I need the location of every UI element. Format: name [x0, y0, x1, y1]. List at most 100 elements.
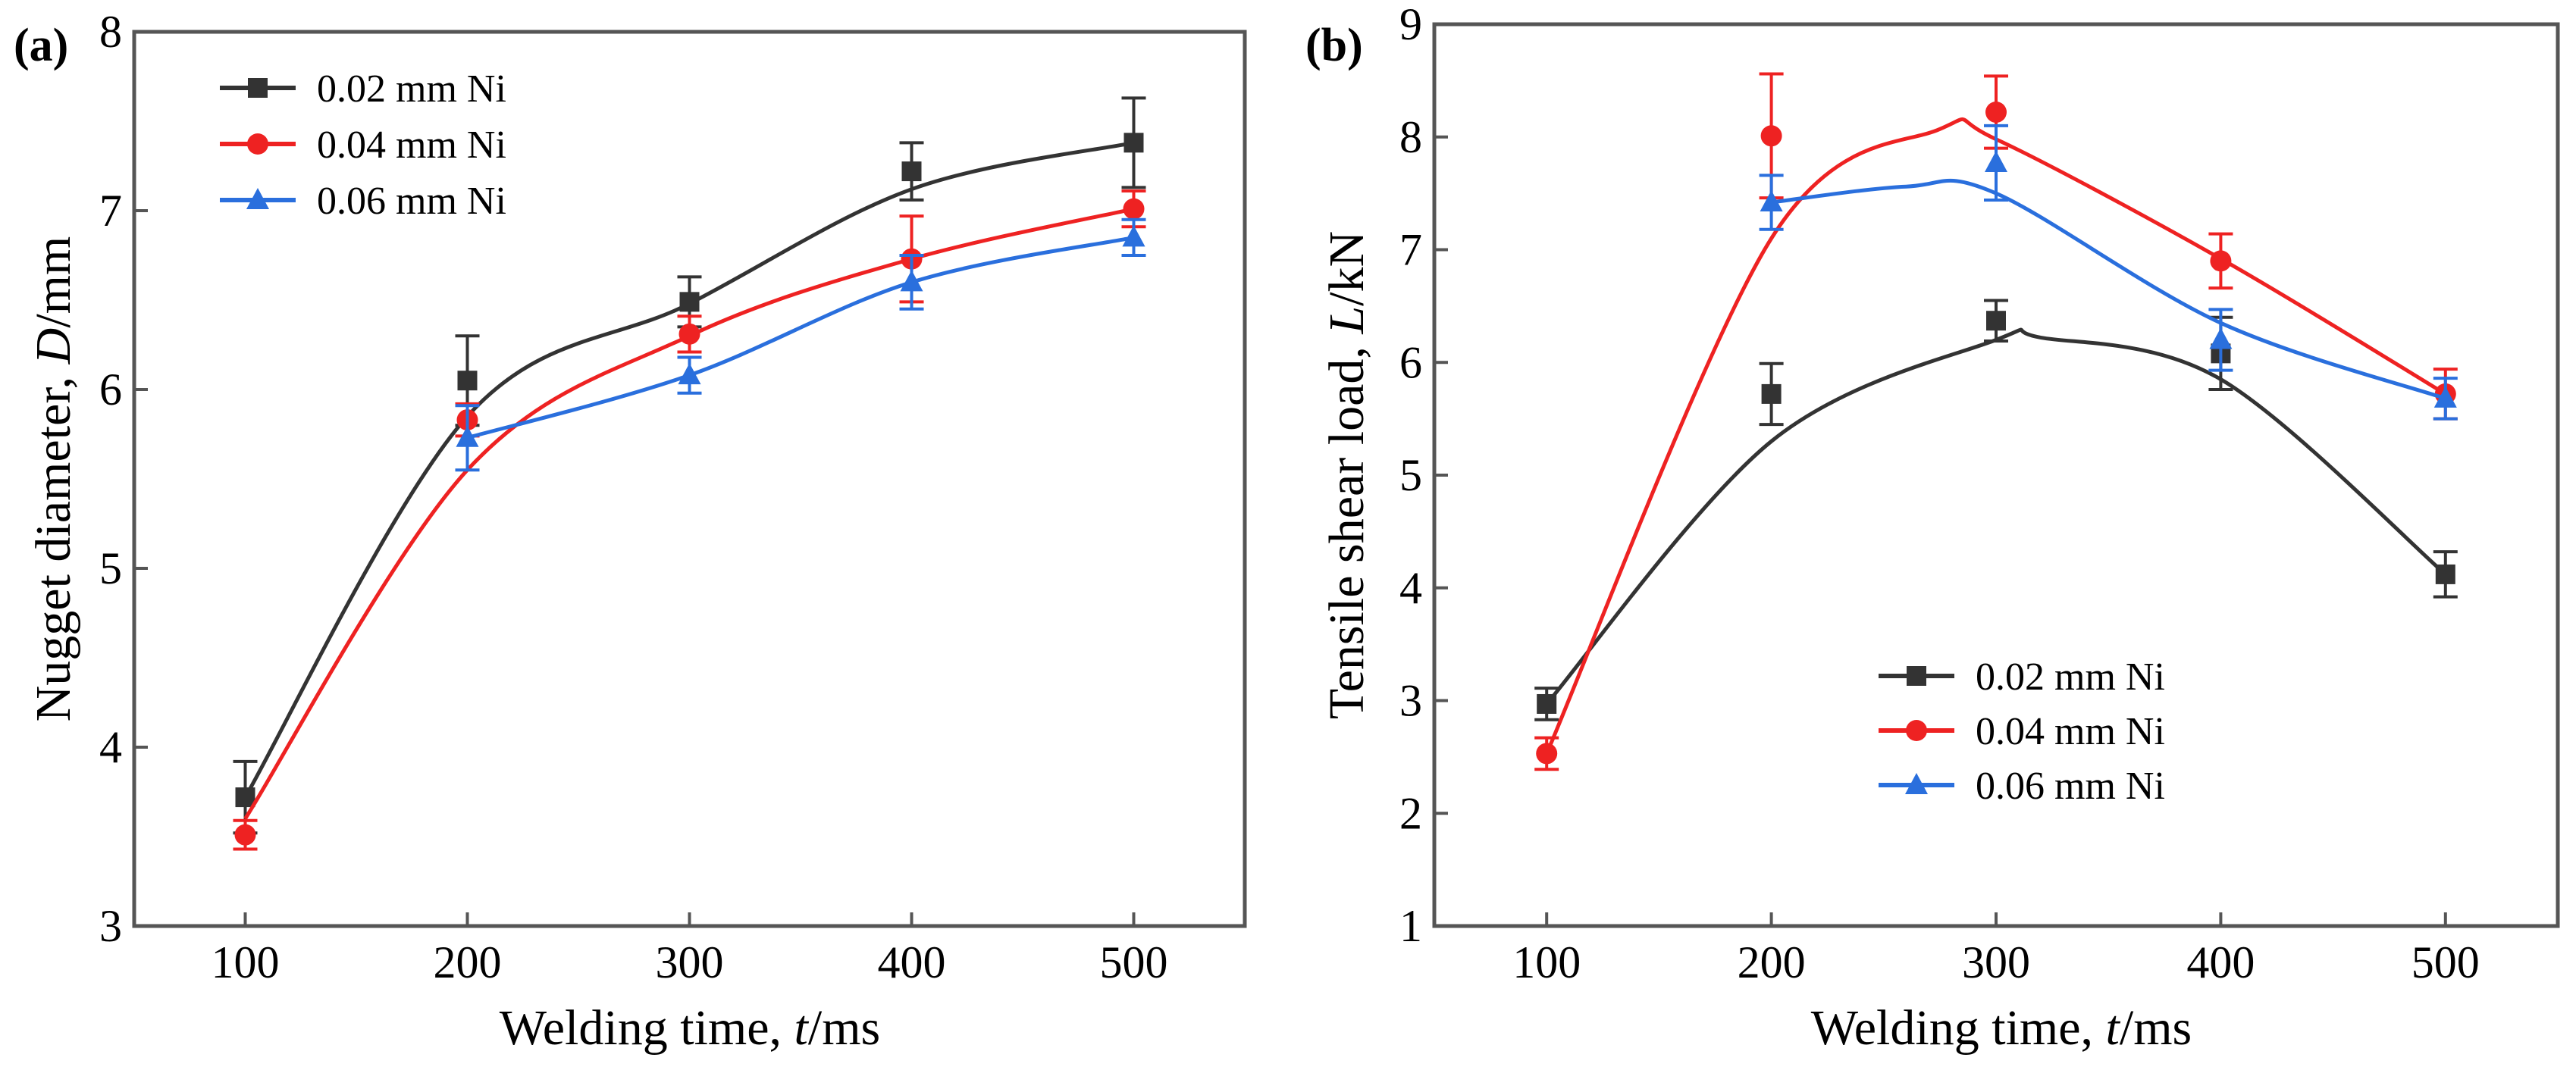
y-axis-title-unit-a: /mm	[26, 236, 81, 328]
chart-panel-b: (b) 100 200 300 400 500 1 2 3 4 5 6 7 8 9 Welding tim…	[1305, 0, 2560, 1056]
series-layer-b	[1534, 72, 2458, 771]
y-tick-label-a-2: 5	[99, 543, 122, 593]
y-axis-title-var-a: D	[26, 328, 81, 365]
y-axis-title-b: Tensile shear load, L/kN	[1319, 231, 1374, 719]
data-point-b-1-1	[1760, 125, 1782, 147]
data-point-b-2-1	[1760, 190, 1783, 212]
legend-label-b-1: 0.04 mm Ni	[1976, 710, 2165, 753]
y-tick-label-b-4: 5	[1399, 450, 1422, 500]
y-tick-label-a-4: 7	[99, 186, 122, 236]
y-tick-label-b-7: 8	[1399, 112, 1422, 162]
y-tick-label-a-1: 4	[99, 722, 122, 772]
data-point-a-2-2	[678, 363, 701, 385]
y-tick-label-a-0: 3	[99, 901, 122, 951]
legend-marker-a-0	[248, 78, 268, 98]
legend-marker-shape-b-1	[1906, 720, 1927, 741]
y-tick-label-a-5: 8	[99, 7, 122, 57]
data-point-b-1-2	[1985, 102, 2007, 124]
legend-marker-a-2	[246, 188, 269, 209]
x-tick-label-a-4: 500	[1100, 937, 1168, 987]
legend-b: 0.02 mm Ni 0.04 mm Ni 0.06 mm Ni	[1879, 655, 2165, 808]
x-tick-label-b-2: 300	[1962, 937, 2030, 987]
legend-label-a-1: 0.04 mm Ni	[317, 124, 506, 167]
y-axis-title-unit-b: /kN	[1319, 231, 1374, 306]
data-point-a-0-4	[1123, 133, 1144, 153]
legend-marker-shape-b-0	[1907, 666, 1926, 686]
legend-marker-b-0	[1907, 666, 1926, 686]
y-tick-label-b-1: 2	[1399, 788, 1422, 838]
panel-label-b: (b)	[1305, 20, 1363, 71]
x-tick-label-b-4: 500	[2411, 937, 2480, 987]
data-point-b-1-0	[1536, 743, 1558, 765]
data-point-b-2-3	[2209, 327, 2233, 349]
series-line-a-1	[243, 207, 1135, 820]
series-line-b-1	[1544, 117, 2447, 755]
series-line-a-0	[243, 140, 1135, 799]
y-axis-title-a: Nugget diameter, D/mm	[26, 236, 81, 722]
series-line-b-2	[1771, 178, 2446, 401]
y-tick-label-b-8: 9	[1399, 0, 1422, 49]
legend-item-a-1: 0.04 mm Ni	[220, 124, 506, 167]
legend-marker-shape-b-2	[1905, 773, 1928, 794]
y-axis-title-main-b: Tensile shear load,	[1319, 334, 1374, 720]
x-tick-label-a-0: 100	[212, 937, 280, 987]
x-axis-title-main-a: Welding time,	[500, 1000, 794, 1056]
x-axis-title-b: Welding time, t/ms	[1811, 1000, 2192, 1056]
legend-label-b-0: 0.02 mm Ni	[1976, 655, 2165, 699]
x-axis-title-unit-a: /ms	[808, 1000, 880, 1056]
data-point-b-0-1	[1761, 383, 1782, 404]
legend-a: 0.02 mm Ni 0.04 mm Ni 0.06 mm Ni	[220, 67, 506, 223]
legend-item-a-2: 0.06 mm Ni	[220, 180, 506, 223]
y-tick-label-a-3: 6	[99, 364, 122, 415]
data-point-b-2-4	[2433, 386, 2457, 408]
legend-label-a-2: 0.06 mm Ni	[317, 180, 506, 223]
data-point-a-1-4	[1123, 198, 1145, 220]
series-line-b-0	[1545, 327, 2447, 706]
ticks-a: 100 200 300 400 500 3 4 5 6 7 8	[99, 7, 1168, 987]
data-point-b-0-2	[1986, 311, 2006, 331]
x-axis-title-var-a: t	[794, 1000, 810, 1056]
legend-marker-shape-a-0	[248, 78, 268, 98]
legend-marker-b-2	[1905, 773, 1928, 794]
y-tick-label-b-0: 1	[1399, 901, 1422, 951]
data-point-b-0-4	[2435, 564, 2455, 584]
data-point-a-0-0	[235, 787, 255, 808]
x-axis-title-a: Welding time, t/ms	[500, 1000, 880, 1056]
panel-label-a: (a)	[14, 20, 68, 71]
x-axis-title-var-b: t	[2106, 1000, 2121, 1056]
data-point-a-1-0	[234, 824, 256, 846]
data-point-a-0-3	[901, 161, 922, 182]
chart-panel-a: (a) 100 200 300 400 500 3 4 5 6 7 8 Welding time, …	[14, 7, 1247, 1056]
x-tick-label-b-3: 400	[2186, 937, 2255, 987]
plot-frame-a	[132, 30, 1247, 928]
y-tick-label-b-5: 6	[1399, 337, 1422, 387]
legend-marker-shape-a-2	[246, 188, 269, 209]
x-axis-title-unit-b: /ms	[2120, 1000, 2192, 1056]
y-axis-title-main-a: Nugget diameter,	[26, 364, 81, 721]
series-layer-a	[233, 96, 1146, 851]
legend-item-b-0: 0.02 mm Ni	[1879, 655, 2165, 699]
y-tick-label-b-6: 7	[1399, 225, 1422, 275]
data-point-a-2-1	[456, 425, 479, 447]
legend-marker-shape-a-1	[247, 133, 268, 155]
data-point-b-2-2	[1985, 150, 2007, 172]
data-point-a-2-3	[900, 270, 923, 292]
legend-label-a-0: 0.02 mm Ni	[317, 67, 506, 111]
y-tick-label-b-2: 3	[1399, 676, 1422, 726]
x-tick-label-a-1: 200	[434, 937, 502, 987]
data-point-b-1-3	[2210, 250, 2232, 272]
data-point-a-1-2	[678, 323, 700, 345]
legend-marker-a-1	[247, 133, 268, 155]
y-tick-label-b-3: 4	[1399, 563, 1422, 613]
data-point-a-0-1	[457, 371, 478, 391]
x-tick-label-b-1: 200	[1738, 937, 1806, 987]
data-point-a-2-4	[1122, 225, 1145, 247]
data-point-b-0-0	[1537, 693, 1557, 714]
x-axis-title-main-b: Welding time,	[1811, 1000, 2106, 1056]
ticks-b: 100 200 300 400 500 1 2 3 4 5 6 7 8 9	[1399, 0, 2480, 987]
series-line-a-2	[466, 235, 1134, 440]
legend-label-b-2: 0.06 mm Ni	[1976, 765, 2165, 808]
legend-item-b-1: 0.04 mm Ni	[1879, 710, 2165, 753]
x-tick-label-a-3: 400	[878, 937, 946, 987]
